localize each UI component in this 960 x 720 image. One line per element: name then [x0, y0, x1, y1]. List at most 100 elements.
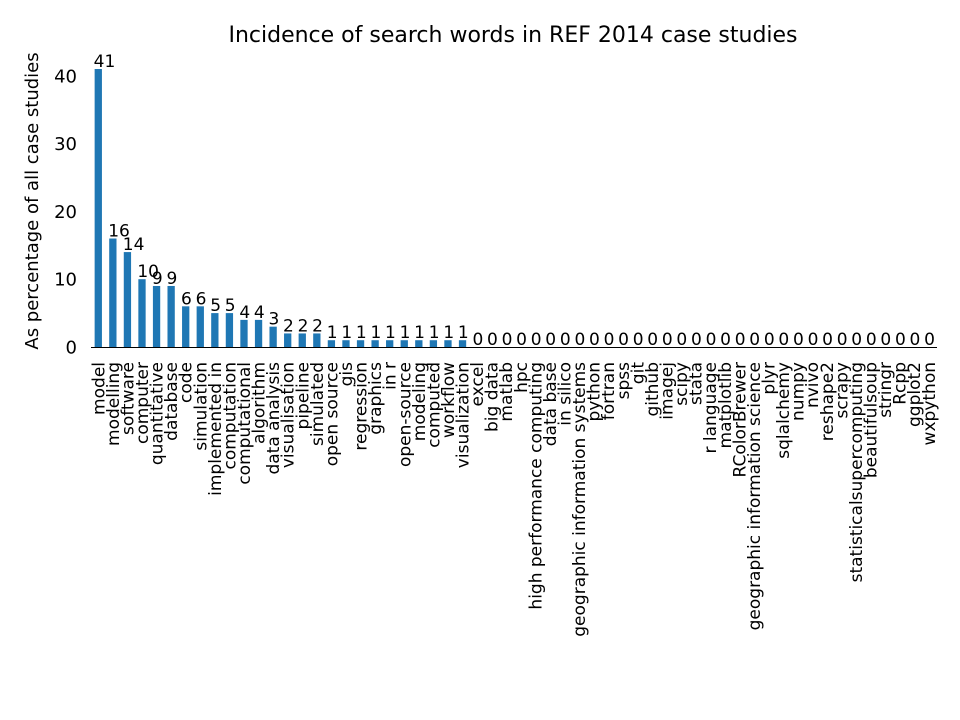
bar: [327, 340, 336, 347]
x-tick-label: hpc: [512, 362, 532, 393]
x-tick-label: beautifulsoup: [862, 362, 882, 478]
x-axis-tick-labels: modelmodellingsoftwarecomputerquantitati…: [89, 362, 939, 637]
data-label: 6: [196, 289, 207, 309]
x-tick-label: visualisation: [279, 362, 299, 468]
data-label: 0: [502, 330, 513, 350]
data-label: 1: [356, 323, 367, 343]
x-tick-label: simulated: [308, 362, 328, 446]
data-label: 0: [633, 330, 644, 350]
data-label: 5: [225, 296, 236, 316]
data-label: 0: [749, 330, 760, 350]
data-label: 9: [166, 269, 177, 289]
data-label: 0: [910, 330, 921, 350]
x-tick-label: RColorBrewer: [730, 362, 750, 477]
bar: [196, 306, 204, 347]
bar: [211, 313, 219, 347]
bar: [313, 333, 321, 347]
x-tick-label: reshape2: [818, 362, 838, 441]
x-tick-label: git: [628, 362, 648, 385]
bar: [284, 333, 292, 347]
x-tick-label: modelling: [104, 362, 124, 446]
bar: [298, 333, 306, 347]
data-label: 0: [487, 330, 498, 350]
x-tick-label: graphics: [366, 362, 386, 435]
bar: [415, 340, 423, 347]
x-tick-label: code: [177, 362, 197, 403]
data-label: 1: [443, 323, 454, 343]
x-tick-label: fortran: [599, 362, 619, 420]
x-tick-label: python: [585, 362, 605, 421]
data-label: 0: [574, 330, 585, 350]
y-tick-label: 40: [54, 66, 77, 87]
bar: [269, 326, 277, 347]
data-label: 0: [880, 330, 891, 350]
x-tick-label: Rcpp: [891, 362, 911, 405]
data-label: 0: [735, 330, 746, 350]
chart-title: Incidence of search words in REF 2014 ca…: [228, 23, 797, 48]
bar: [94, 69, 102, 348]
data-label: 0: [560, 330, 571, 350]
bar: [109, 238, 117, 347]
x-tick-label: numpy: [789, 362, 809, 421]
data-label: 0: [662, 330, 673, 350]
data-label: 0: [924, 330, 935, 350]
bar: [342, 340, 350, 347]
x-tick-label: ggplot2: [905, 362, 925, 427]
bar: [458, 340, 467, 347]
x-tick-label: data base: [541, 362, 561, 446]
data-label: 0: [516, 330, 527, 350]
bar: [240, 319, 248, 347]
x-tick-label: plyr: [760, 362, 780, 395]
x-tick-label: data analysis: [264, 362, 284, 475]
x-tick-label: open-source: [395, 362, 415, 467]
x-tick-label: scipy: [672, 362, 692, 406]
x-tick-label: simulation: [191, 362, 211, 451]
y-tick-label: 20: [54, 202, 77, 223]
y-tick-label: 30: [54, 134, 77, 155]
data-label: 2: [283, 316, 294, 336]
data-label: 0: [793, 330, 804, 350]
data-label: 1: [414, 323, 425, 343]
bar: [182, 306, 190, 347]
data-label: 4: [239, 303, 250, 323]
x-tick-label: geographic information science: [745, 362, 765, 630]
bar: [371, 340, 379, 347]
data-label: 0: [531, 330, 542, 350]
data-label: 0: [589, 330, 600, 350]
y-tick-label: 0: [66, 338, 77, 359]
data-label: 10: [137, 262, 159, 282]
x-tick-label: quantitative: [148, 362, 168, 465]
bar: [444, 340, 452, 347]
data-label: 14: [123, 235, 145, 255]
bar: [429, 340, 438, 347]
x-tick-label: modeling: [410, 362, 430, 441]
x-tick-label: regression: [352, 362, 372, 451]
x-tick-label: matplotlib: [716, 362, 736, 448]
data-label: 0: [808, 330, 819, 350]
data-label: 1: [341, 323, 352, 343]
data-label: 0: [822, 330, 833, 350]
data-label: 0: [866, 330, 877, 350]
x-tick-label: high performance computing: [526, 362, 546, 610]
x-tick-label: computer: [133, 362, 153, 444]
x-tick-label: geographic information systems: [570, 362, 590, 637]
x-tick-label: in silico: [556, 362, 576, 426]
x-tick-label: stata: [687, 362, 707, 405]
bar: [386, 340, 394, 347]
bar: [400, 340, 408, 347]
x-tick-label: workflow: [439, 362, 459, 438]
x-tick-label: visualization: [454, 362, 474, 468]
bar: [138, 279, 146, 347]
x-tick-label: r language: [701, 362, 721, 454]
x-tick-label: imagej: [658, 362, 678, 420]
x-tick-label: gis: [337, 362, 357, 387]
bars: [94, 69, 467, 348]
data-label: 0: [618, 330, 629, 350]
data-label: 6: [181, 289, 192, 309]
data-label: 0: [545, 330, 556, 350]
x-tick-label: algorithm: [250, 362, 270, 444]
y-axis-ticks: 0 10 20 30 40: [54, 66, 77, 358]
data-label: 0: [778, 330, 789, 350]
x-tick-label: open source: [322, 362, 342, 466]
